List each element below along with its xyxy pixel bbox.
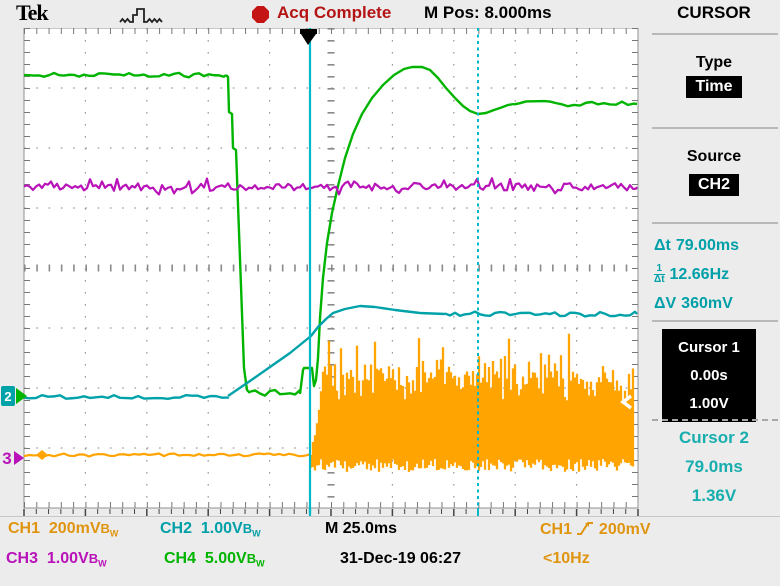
ch4-waveform [513, 99, 638, 108]
divider [652, 127, 778, 129]
menu-title: CURSOR [677, 3, 751, 22]
rising-edge-icon [577, 522, 594, 535]
waveform-display: 23 [1, 28, 639, 518]
timebase-readout: M 25.0ms [325, 520, 398, 537]
ch3-waveform [23, 177, 638, 196]
right-edge-notch [620, 394, 633, 410]
one-over-delta-t-readout: 1 Δt 12.66Hz [654, 264, 778, 285]
ch4-scale-readout: CH4 5.00VBW [164, 550, 265, 569]
cursor-menu: Type Time Source CH2 Δt 79.00ms 1 Δt 12.… [648, 28, 780, 519]
ch1-marker-diamond [36, 450, 48, 460]
trigger-waveform-icon [119, 8, 163, 24]
ch4-waveform [249, 388, 302, 397]
divider-dashed [652, 419, 778, 421]
acq-stop-icon [252, 6, 269, 23]
ch1-scale-readout: CH1 200mVBW [8, 520, 119, 539]
trigger-position-marker[interactable] [300, 29, 317, 34]
one-over-delta-t-value: 12.66Hz [669, 265, 730, 283]
cursor2-title[interactable]: Cursor 2 [679, 428, 749, 447]
cursor-type-value[interactable]: Time [648, 76, 780, 98]
ch2-waveform [23, 393, 230, 401]
ch2-waveform [227, 304, 446, 397]
channel-status-bar: CH1 200mVBW CH2 1.00VBW M 25.0ms CH1 200… [0, 516, 780, 586]
acq-status: Acq Complete [277, 3, 392, 22]
trigger-position-arrow [301, 34, 316, 45]
divider [652, 222, 778, 224]
cursor1-volt: 1.00V [689, 394, 729, 412]
delta-v-icon: ΔV [654, 295, 677, 312]
one-over-delta-t-icon: 1 Δt [654, 263, 665, 285]
cursor2-time: 79.0ms [685, 457, 743, 476]
trigger-frequency-readout: <10Hz [543, 550, 590, 567]
cursor-source-value[interactable]: CH2 [648, 174, 780, 196]
delta-v-readout: ΔV 360mV [654, 295, 778, 313]
ch4-waveform [23, 71, 227, 79]
ch1-waveform [23, 452, 311, 458]
ch3-marker-arrow [14, 451, 24, 465]
cursor1-time: 0.00s [690, 366, 728, 384]
ch4-waveform [298, 65, 515, 395]
top-status-bar: Tek Acq Complete M Pos: 8.000ms CURSOR [0, 0, 780, 28]
ch2-waveform [444, 310, 638, 318]
cursor1-readout[interactable]: Cursor 1 0.00s 1.00V [662, 329, 756, 423]
datetime-readout: 31-Dec-19 06:27 [340, 550, 461, 567]
delta-t-readout: Δt 79.00ms [654, 237, 778, 255]
delta-v-value: 360mV [681, 295, 733, 312]
ch2-scale-readout: CH2 1.00VBW [160, 520, 261, 539]
cursor1-title: Cursor 1 [678, 339, 740, 356]
divider [652, 320, 778, 322]
cursor2-volt: 1.36V [691, 486, 737, 505]
m-position-readout: M Pos: 8.000ms [424, 3, 552, 22]
delta-t-icon: Δt [654, 237, 671, 254]
cursor-source-label: Source [686, 148, 742, 165]
ch3-marker-label: 3 [2, 449, 11, 468]
divider [652, 33, 778, 35]
ch2-marker [1, 386, 15, 406]
tek-logo: Tek [16, 0, 49, 25]
delta-t-value: 79.00ms [675, 237, 739, 254]
ch3-scale-readout: CH3 1.00VBW [6, 550, 107, 569]
ch4-marker-arrow [16, 388, 27, 404]
cursor-type-label: Type [695, 54, 733, 71]
ch2-marker-label: 2 [4, 389, 11, 404]
trigger-readout: CH1 200mV [540, 521, 651, 538]
